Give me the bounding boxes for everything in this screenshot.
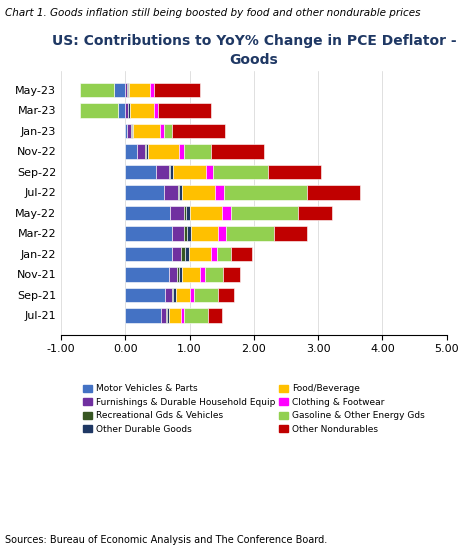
Bar	[170, 206, 184, 220]
Bar	[215, 185, 224, 200]
Bar	[169, 267, 177, 282]
Bar	[307, 185, 360, 200]
Bar	[176, 288, 190, 302]
Bar	[172, 288, 173, 302]
Bar	[128, 83, 129, 98]
Bar	[298, 206, 332, 220]
Bar	[190, 206, 222, 220]
Bar	[172, 247, 181, 261]
Bar	[184, 226, 187, 241]
Bar	[148, 144, 179, 159]
Bar	[161, 308, 166, 323]
Bar	[182, 267, 201, 282]
Bar	[181, 247, 185, 261]
Text: Chart 1. Goods inflation still being boosted by food and other nondurable prices: Chart 1. Goods inflation still being boo…	[5, 8, 420, 18]
Bar	[211, 247, 217, 261]
Bar	[137, 144, 145, 159]
Bar	[184, 308, 208, 323]
Bar	[184, 206, 186, 220]
Bar	[160, 123, 164, 138]
Bar	[194, 288, 219, 302]
Bar	[125, 308, 161, 323]
Bar	[178, 185, 179, 200]
Bar	[169, 164, 170, 179]
Bar	[127, 83, 128, 98]
Legend: Motor Vehicles & Parts, Furnishings & Durable Household Equip, Recreational Gds : Motor Vehicles & Parts, Furnishings & Du…	[80, 381, 428, 437]
Bar	[213, 164, 268, 179]
Bar	[231, 247, 252, 261]
Bar	[128, 103, 130, 118]
Bar	[80, 103, 118, 118]
Bar	[167, 308, 169, 323]
Bar	[218, 226, 226, 241]
Bar	[205, 267, 223, 282]
Bar	[80, 83, 114, 98]
Bar	[145, 144, 146, 159]
Bar	[219, 288, 234, 302]
Bar	[164, 185, 178, 200]
Title: US: Contributions to YoY% Change in PCE Deflator -
Goods: US: Contributions to YoY% Change in PCE …	[52, 34, 456, 66]
Bar	[173, 164, 206, 179]
Bar	[125, 103, 128, 118]
Bar	[125, 164, 156, 179]
Bar	[217, 247, 231, 261]
Bar	[179, 267, 182, 282]
Bar	[224, 185, 307, 200]
Bar	[125, 185, 164, 200]
Bar	[125, 288, 165, 302]
Bar	[125, 267, 169, 282]
Bar	[169, 308, 181, 323]
Bar	[125, 247, 172, 261]
Bar	[187, 226, 191, 241]
Bar	[182, 185, 215, 200]
Bar	[165, 288, 172, 302]
Bar	[189, 247, 211, 261]
Bar	[166, 308, 167, 323]
Bar	[130, 103, 154, 118]
Bar	[164, 123, 172, 138]
Bar	[158, 103, 211, 118]
Bar	[146, 144, 148, 159]
Bar	[125, 123, 127, 138]
Bar	[226, 226, 274, 241]
Bar	[206, 164, 213, 179]
Bar	[125, 144, 137, 159]
Bar	[172, 226, 184, 241]
Bar	[179, 144, 184, 159]
Bar	[201, 267, 205, 282]
Bar	[208, 308, 222, 323]
Bar	[231, 206, 298, 220]
Bar	[154, 103, 158, 118]
Bar	[185, 247, 189, 261]
Bar	[133, 123, 160, 138]
Bar	[190, 288, 194, 302]
Bar	[191, 226, 218, 241]
Bar	[184, 144, 211, 159]
Bar	[181, 308, 184, 323]
Text: Sources: Bureau of Economic Analysis and The Conference Board.: Sources: Bureau of Economic Analysis and…	[5, 535, 327, 545]
Bar	[186, 206, 190, 220]
Bar	[223, 267, 240, 282]
Bar	[118, 103, 125, 118]
Bar	[268, 164, 321, 179]
Bar	[127, 123, 131, 138]
Bar	[172, 123, 225, 138]
Bar	[125, 83, 127, 98]
Bar	[129, 83, 150, 98]
Bar	[150, 83, 154, 98]
Bar	[274, 226, 307, 241]
Bar	[154, 83, 200, 98]
Bar	[132, 123, 133, 138]
Bar	[173, 288, 176, 302]
Bar	[211, 144, 264, 159]
Bar	[125, 226, 172, 241]
Bar	[114, 83, 125, 98]
Bar	[177, 267, 179, 282]
Bar	[125, 206, 170, 220]
Bar	[131, 123, 132, 138]
Bar	[222, 206, 231, 220]
Bar	[170, 164, 173, 179]
Bar	[156, 164, 169, 179]
Bar	[179, 185, 182, 200]
